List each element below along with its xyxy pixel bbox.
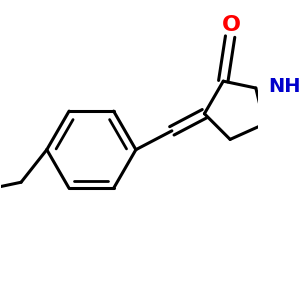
Text: NH: NH (268, 77, 300, 96)
Text: O: O (222, 15, 241, 34)
